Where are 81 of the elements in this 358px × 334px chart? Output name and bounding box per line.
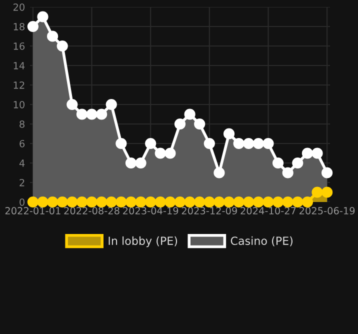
point — [282, 196, 294, 208]
point — [252, 196, 264, 208]
x-tick-label: 2022-08-28 — [64, 207, 120, 214]
point — [116, 196, 127, 208]
point — [154, 196, 166, 208]
point — [184, 196, 196, 208]
point — [174, 196, 186, 208]
y-tick-label: 16 — [14, 42, 25, 50]
point — [86, 108, 98, 120]
point — [86, 196, 98, 208]
legend-label: Casino (PE) — [230, 236, 292, 246]
point — [27, 196, 38, 208]
y-tick-label: 10 — [14, 100, 24, 108]
point — [204, 196, 215, 208]
point — [292, 157, 304, 169]
y-tick-label: 14 — [14, 62, 25, 70]
point — [243, 138, 254, 150]
point — [272, 157, 284, 169]
point — [322, 186, 333, 198]
point — [46, 30, 58, 42]
point — [46, 196, 58, 208]
x-tick-label: 2025-06-19 — [300, 207, 355, 214]
point — [312, 148, 323, 159]
y-tick-label: 18 — [14, 22, 24, 30]
point — [223, 128, 235, 140]
point — [125, 157, 137, 169]
y-tick-label: 8 — [20, 120, 24, 128]
point — [106, 98, 117, 110]
point — [282, 167, 294, 178]
point — [56, 196, 68, 208]
point — [27, 20, 38, 32]
y-tick-label: 2 — [20, 178, 24, 186]
point — [302, 148, 314, 159]
point — [145, 138, 156, 150]
point — [76, 108, 88, 120]
point — [145, 196, 156, 208]
point — [322, 167, 333, 178]
point — [37, 11, 48, 22]
y-tick-label: 0 — [20, 198, 24, 206]
y-tick-label: 20 — [13, 3, 24, 11]
point — [66, 98, 78, 110]
legend-label: In lobby (PE) — [108, 236, 178, 248]
point — [96, 108, 108, 120]
point — [194, 196, 206, 208]
point — [174, 118, 186, 130]
y-tick-label: 6 — [20, 140, 25, 148]
point — [66, 196, 78, 208]
point — [37, 196, 48, 208]
point — [262, 196, 274, 208]
point — [116, 138, 127, 150]
point — [233, 196, 244, 208]
point — [214, 196, 225, 208]
point — [96, 196, 108, 208]
point — [223, 196, 235, 208]
point — [204, 138, 215, 150]
x-tick-label: 2023-04-19 — [123, 207, 178, 214]
point — [154, 148, 166, 159]
x-tick-label: 2022-01-01 — [5, 207, 60, 214]
point — [184, 108, 196, 120]
point — [106, 196, 117, 208]
x-tick-label: 2024-10-27 — [240, 207, 296, 214]
point — [243, 196, 254, 208]
point — [164, 196, 176, 208]
point — [233, 138, 244, 150]
point — [312, 186, 323, 198]
point — [272, 196, 284, 208]
x-tick-label: 2023-12-09 — [182, 207, 237, 214]
y-tick-label: 4 — [19, 160, 25, 167]
point — [292, 196, 304, 208]
point — [135, 196, 146, 208]
point — [76, 196, 88, 208]
point — [302, 196, 314, 208]
point — [125, 196, 137, 208]
point — [135, 157, 146, 169]
point — [214, 167, 225, 178]
point — [56, 40, 68, 52]
y-tick-label: 12 — [14, 81, 24, 89]
point — [164, 148, 176, 159]
point — [194, 118, 206, 130]
point — [262, 138, 274, 150]
point — [252, 138, 264, 150]
